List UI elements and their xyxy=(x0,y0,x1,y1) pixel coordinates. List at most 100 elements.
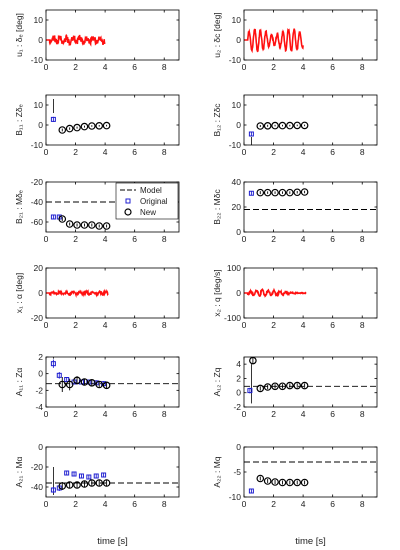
y-tick-label: 0 xyxy=(38,288,43,298)
y-tick-label: -10 xyxy=(229,55,242,65)
original-marker xyxy=(101,472,107,478)
x-tick-label: 0 xyxy=(242,147,247,157)
new-marker xyxy=(95,380,104,389)
y-tick-label: 0 xyxy=(236,288,241,298)
y-tick-label: -20 xyxy=(31,313,44,323)
new-marker xyxy=(293,381,302,390)
signal-line-u2 xyxy=(244,27,304,54)
legend-label-original: Original xyxy=(140,197,168,206)
y-axis-label-A22: A₂₂ : Mq xyxy=(212,456,222,487)
y-tick-label: 0 xyxy=(236,388,241,398)
x-tick-label: 8 xyxy=(360,320,365,330)
data-B21 xyxy=(46,201,179,230)
data-x2 xyxy=(244,287,307,298)
original-marker xyxy=(248,488,254,494)
y-tick-label: 0 xyxy=(38,35,43,45)
y-tick-label: -10 xyxy=(31,55,44,65)
new-marker xyxy=(95,479,104,487)
x-tick-label: 4 xyxy=(103,409,108,419)
x-tick-label: 4 xyxy=(301,320,306,330)
new-marker xyxy=(73,376,81,385)
x-tick-label: 6 xyxy=(132,234,137,244)
original-marker xyxy=(56,372,62,378)
new-marker xyxy=(102,222,111,230)
original-marker xyxy=(64,470,70,476)
new-marker xyxy=(278,121,287,130)
x-tick-label: 4 xyxy=(103,320,108,330)
axes-frame-A12 xyxy=(243,356,378,408)
new-marker xyxy=(58,215,67,223)
new-marker xyxy=(271,188,279,197)
y-tick-label: -60 xyxy=(31,217,44,227)
x-tick-label: 2 xyxy=(271,62,276,72)
new-marker xyxy=(256,122,265,130)
x-tick-label: 2 xyxy=(271,147,276,157)
x-tick-label: 2 xyxy=(271,409,276,419)
new-marker xyxy=(286,478,294,487)
x-tick-label: 6 xyxy=(132,147,137,157)
y-tick-label: 0 xyxy=(236,35,241,45)
data-B22 xyxy=(244,188,377,210)
x-tick-label: 2 xyxy=(73,234,78,244)
panel-A22: 0 2 4 6 8 -10 -5 0 A₂₂ : Mq xyxy=(212,442,378,509)
data-u2 xyxy=(244,27,304,54)
x-tick-label: 6 xyxy=(330,147,335,157)
y-axis-label-B21: B₂₁ : Mδₑ xyxy=(14,190,24,224)
y-tick-label: -5 xyxy=(233,467,241,477)
data-B12 xyxy=(248,121,309,145)
x-tick-label: 0 xyxy=(44,320,49,330)
new-marker xyxy=(271,382,279,391)
x-tick-label: 8 xyxy=(162,409,167,419)
x-tick-label: 0 xyxy=(242,62,247,72)
y-tick-label: -10 xyxy=(229,140,242,150)
y-tick-label: 0 xyxy=(236,227,241,237)
data-x1 xyxy=(46,288,109,298)
new-marker xyxy=(286,121,294,130)
axes-frame-x2 xyxy=(243,267,378,319)
original-marker xyxy=(71,471,77,477)
x-tick-label: 4 xyxy=(301,409,306,419)
x-tick-label: 6 xyxy=(330,320,335,330)
x-tick-label: 6 xyxy=(132,409,137,419)
y-axis-label-A21: A₂₁ : Mα xyxy=(14,456,24,487)
data-A21 xyxy=(46,467,179,495)
x-tick-label: 6 xyxy=(330,409,335,419)
y-tick-label: 20 xyxy=(232,202,242,212)
legend-label-new: New xyxy=(140,208,156,217)
new-marker xyxy=(263,383,272,391)
original-marker xyxy=(50,361,56,367)
y-tick-label: -4 xyxy=(35,402,43,412)
x-tick-label: 0 xyxy=(44,234,49,244)
axes-frame-B22 xyxy=(243,181,378,233)
new-marker xyxy=(58,126,67,134)
y-axis-label-A12: A₁₂ : Zq xyxy=(212,367,222,396)
new-marker xyxy=(256,474,265,483)
y-tick-label: 10 xyxy=(232,100,242,110)
new-marker xyxy=(278,382,287,391)
panel-B21: 0 2 4 6 8 -60 -40 -20 B₂₁ : Mδₑ xyxy=(14,177,180,244)
axes-frame-A11 xyxy=(45,356,180,408)
x-tick-label: 8 xyxy=(162,147,167,157)
new-marker xyxy=(88,221,96,229)
y-tick-label: -20 xyxy=(31,462,44,472)
y-tick-label: -40 xyxy=(31,197,44,207)
new-marker xyxy=(88,379,96,387)
original-marker xyxy=(93,473,99,479)
x-tick-label: 6 xyxy=(132,499,137,509)
new-marker xyxy=(80,378,89,386)
axes-frame-u1 xyxy=(45,9,180,61)
x-tick-label: 2 xyxy=(73,147,78,157)
x-tick-label: 2 xyxy=(271,499,276,509)
x-tick-label: 6 xyxy=(132,62,137,72)
x-axis-label-right: time [s] xyxy=(295,536,326,547)
y-axis-label-u2: u₂ : δc [deg] xyxy=(212,12,222,57)
y-tick-label: -100 xyxy=(224,313,241,323)
new-marker xyxy=(102,479,111,487)
new-marker xyxy=(58,482,67,490)
new-marker xyxy=(73,221,81,229)
new-marker xyxy=(80,122,89,131)
